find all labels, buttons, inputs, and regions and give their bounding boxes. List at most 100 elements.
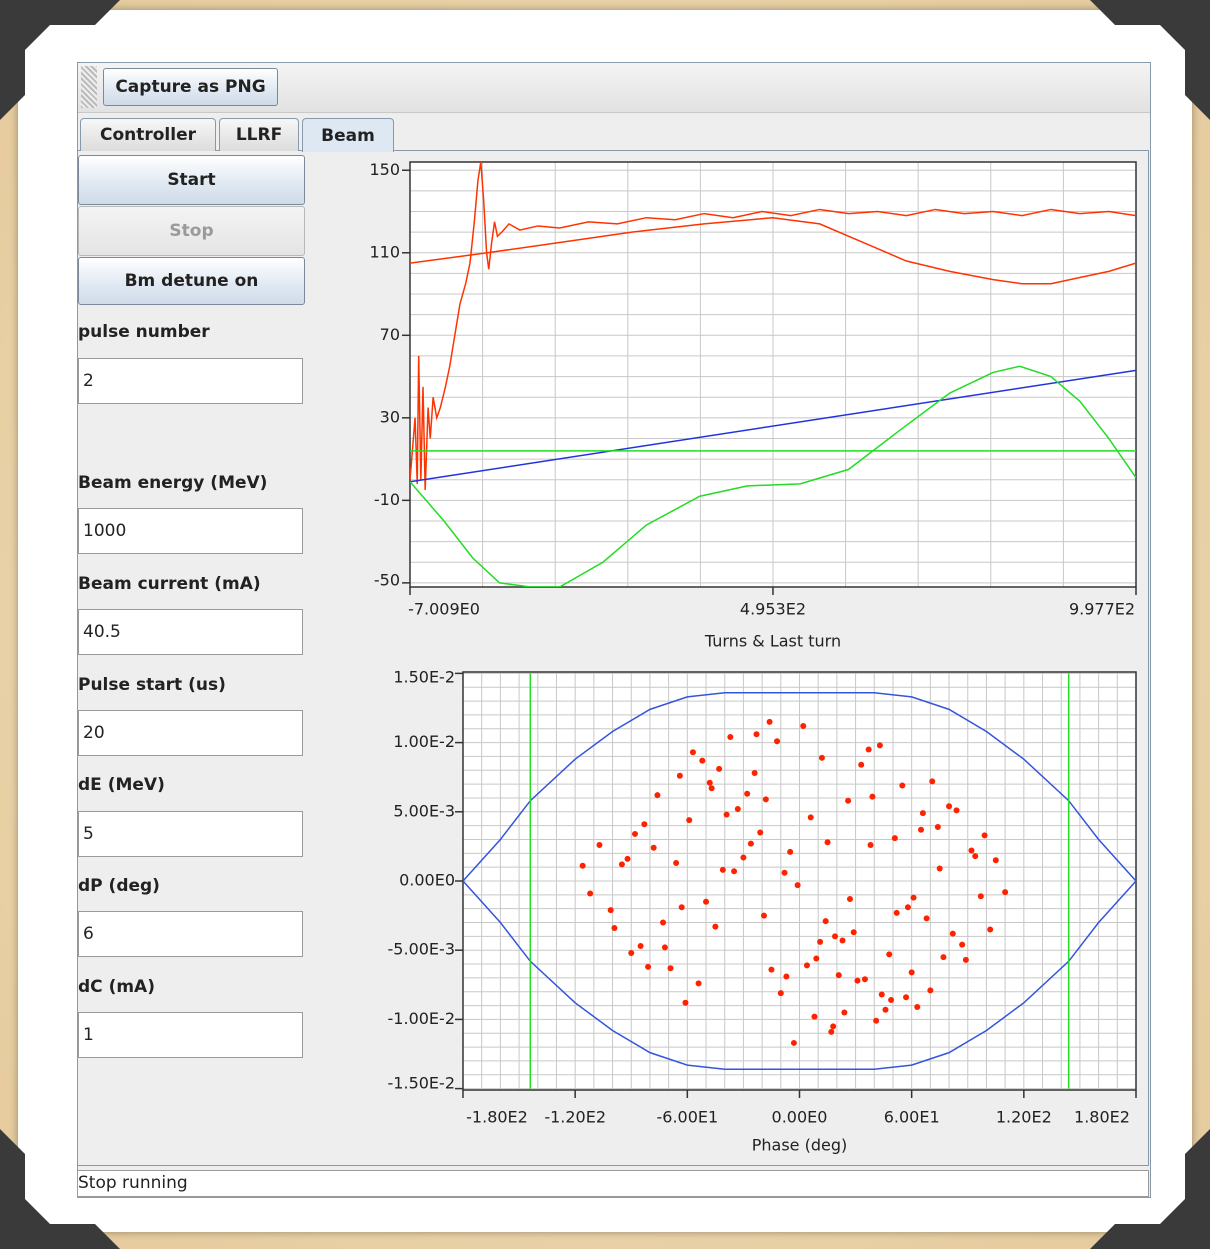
scatter-point <box>782 870 788 876</box>
scatter-point <box>1002 889 1008 895</box>
scatter-point <box>654 792 660 798</box>
scatter-point <box>587 890 593 896</box>
scatter-point <box>817 939 823 945</box>
scatter-point <box>924 915 930 921</box>
scatter-point <box>905 904 911 910</box>
scatter-point <box>836 972 842 978</box>
y-tick-label: 110 <box>369 242 400 261</box>
scatter-point <box>662 944 668 950</box>
scatter-point <box>660 920 666 926</box>
scatter-point <box>808 814 814 820</box>
scatter-point <box>638 943 644 949</box>
scatter-point <box>748 841 754 847</box>
scatter-point <box>800 723 806 729</box>
scatter-point <box>823 918 829 924</box>
scatter-point <box>804 962 810 968</box>
y-tick-label: 5.00E-3 <box>393 801 455 820</box>
scatter-point <box>839 938 845 944</box>
y-tick-label: 30 <box>380 407 400 426</box>
x-tick-label: 0.00E0 <box>772 1108 828 1127</box>
scatter-point <box>828 1029 834 1035</box>
scatter-point <box>673 860 679 866</box>
scatter-point <box>757 830 763 836</box>
scatter-point <box>611 925 617 931</box>
scatter-point <box>651 845 657 851</box>
x-tick-label: 9.977E2 <box>1069 600 1135 619</box>
scatter-point <box>596 842 602 848</box>
scatter-point <box>866 747 872 753</box>
scatter-point <box>716 766 722 772</box>
x-axis-label: Turns & Last turn <box>704 632 841 651</box>
scatter-point <box>841 1009 847 1015</box>
scatter-point <box>690 749 696 755</box>
scatter-point <box>709 785 715 791</box>
x-tick-label: 4.953E2 <box>740 600 806 619</box>
x-tick-label: 1.20E2 <box>996 1108 1052 1127</box>
scatter-point <box>987 926 993 932</box>
scatter-point <box>645 964 651 970</box>
scatter-point <box>712 924 718 930</box>
scatter-point <box>608 907 614 913</box>
scatter-point <box>909 969 915 975</box>
scatter-point <box>724 812 730 818</box>
scatter-point <box>894 910 900 916</box>
scatter-point <box>959 942 965 948</box>
scatter-point <box>845 798 851 804</box>
scatter-point <box>619 861 625 867</box>
x-tick-label: -6.00E1 <box>656 1108 718 1127</box>
scatter-point <box>768 967 774 973</box>
scatter-point <box>882 1007 888 1013</box>
x-tick-label: -1.20E2 <box>544 1108 606 1127</box>
scatter-point <box>982 832 988 838</box>
scatter-point <box>774 738 780 744</box>
scatter-point <box>761 913 767 919</box>
y-tick-label: -1.00E-2 <box>388 1009 455 1028</box>
scatter-point <box>752 770 758 776</box>
scatter-point <box>886 951 892 957</box>
scatter-point <box>888 997 894 1003</box>
scatter-point <box>950 931 956 937</box>
scatter-point <box>778 990 784 996</box>
scatter-point <box>862 976 868 982</box>
scatter-point <box>580 863 586 869</box>
scatter-point <box>946 803 952 809</box>
scatter-point <box>699 758 705 764</box>
scatter-point <box>927 987 933 993</box>
y-tick-label: -1.50E-2 <box>388 1074 455 1093</box>
scatter-point <box>763 796 769 802</box>
scatter-point <box>854 978 860 984</box>
scatter-point <box>914 1004 920 1010</box>
scatter-point <box>935 824 941 830</box>
y-tick-label: -50 <box>374 571 400 590</box>
scatter-point <box>873 1018 879 1024</box>
scatter-point <box>940 954 946 960</box>
scatter-point <box>813 956 819 962</box>
scatter-point <box>744 791 750 797</box>
scatter-point <box>920 810 926 816</box>
x-axis-label: Phase (deg) <box>752 1136 848 1155</box>
scatter-point <box>795 882 801 888</box>
scatter-point <box>628 950 634 956</box>
scatter-point <box>731 868 737 874</box>
scatter-point <box>791 1040 797 1046</box>
scatter-point <box>847 896 853 902</box>
scatter-point <box>740 854 746 860</box>
scatter-point <box>825 839 831 845</box>
scatter-point <box>929 778 935 784</box>
scatter-point <box>993 857 999 863</box>
y-tick-label: -5.00E-3 <box>388 940 455 959</box>
scatter-point <box>767 719 773 725</box>
y-tick-label: 1.50E-2 <box>393 668 455 687</box>
x-tick-label: 1.80E2 <box>1074 1108 1130 1127</box>
scatter-point <box>707 780 713 786</box>
x-tick-label: -1.80E2 <box>466 1108 528 1127</box>
scatter-point <box>832 933 838 939</box>
y-tick-label: 70 <box>380 325 400 344</box>
charts: -7.009E04.953E29.977E2-50-103070110150Tu… <box>0 0 1210 1249</box>
scatter-point <box>783 974 789 980</box>
scatter-point <box>978 893 984 899</box>
scatter-point <box>754 731 760 737</box>
scatter-point <box>632 831 638 837</box>
